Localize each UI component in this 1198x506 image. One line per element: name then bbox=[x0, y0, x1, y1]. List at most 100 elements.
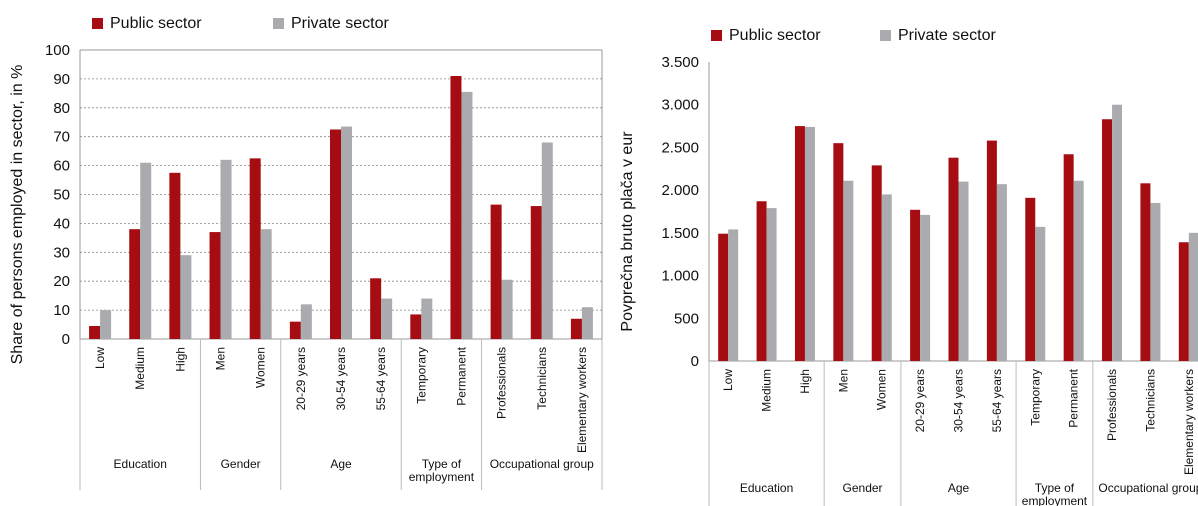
y-tick-label: 50 bbox=[53, 187, 70, 204]
bar-public-sector bbox=[1063, 154, 1074, 361]
bar-public-sector bbox=[450, 76, 462, 339]
group-label: Education bbox=[114, 457, 167, 471]
x-tick-label: Medium bbox=[133, 347, 147, 390]
y-tick-label: 0 bbox=[691, 353, 699, 370]
bar-public-sector bbox=[209, 232, 221, 339]
group-label: Gender bbox=[221, 457, 261, 471]
bar-public-sector bbox=[1140, 183, 1151, 361]
x-tick-label: Permanent bbox=[454, 346, 468, 405]
bar-private-sector bbox=[220, 159, 232, 339]
y-tick-label: 10 bbox=[53, 302, 70, 319]
x-tick-label: Professionals bbox=[495, 347, 509, 419]
legend-swatch-public bbox=[711, 30, 722, 41]
x-tick-label: Men bbox=[836, 369, 850, 392]
group-label: Type of employment bbox=[1022, 481, 1088, 506]
y-tick-label: 20 bbox=[53, 273, 70, 290]
bar-public-sector bbox=[1178, 242, 1189, 361]
bar-public-sector bbox=[129, 229, 141, 339]
bar-private-sector bbox=[1112, 104, 1123, 361]
bar-private-sector bbox=[421, 298, 433, 339]
x-tick-label: 20-29 years bbox=[294, 347, 308, 410]
bar-private-sector bbox=[728, 229, 739, 361]
y-tick-label: 2.500 bbox=[661, 139, 699, 156]
y-tick-label: 3.500 bbox=[661, 54, 699, 71]
bar-public-sector bbox=[718, 233, 729, 361]
group-label: Type of employment bbox=[409, 457, 475, 484]
y-tick-label: 1.500 bbox=[661, 225, 699, 242]
x-tick-label: 55-64 years bbox=[374, 347, 388, 410]
y-tick-label: 70 bbox=[53, 129, 70, 146]
x-tick-label: Temporary bbox=[1028, 369, 1042, 426]
y-tick-label: 30 bbox=[53, 244, 70, 261]
bar-public-sector bbox=[756, 201, 767, 361]
legend-swatch-private bbox=[273, 18, 284, 29]
legend-swatch-public bbox=[92, 18, 103, 29]
bar-public-sector bbox=[89, 325, 101, 339]
bar-private-sector bbox=[381, 298, 393, 339]
bar-private-sector bbox=[541, 142, 553, 339]
y-tick-label: 2.000 bbox=[661, 182, 699, 199]
x-tick-label: High bbox=[173, 347, 187, 372]
bar-public-sector bbox=[871, 165, 882, 361]
x-tick-label: Technicians bbox=[1143, 369, 1157, 432]
x-tick-label: 55-64 years bbox=[990, 369, 1004, 432]
bar-private-sector bbox=[140, 162, 152, 339]
bar-private-sector bbox=[581, 307, 593, 339]
bar-private-sector bbox=[501, 279, 513, 339]
x-tick-label: Temporary bbox=[414, 347, 428, 404]
x-tick-label: Women bbox=[254, 347, 268, 388]
bar-public-sector bbox=[794, 126, 805, 361]
x-tick-label: 30-54 years bbox=[952, 369, 966, 432]
legend-label-private: Private sector bbox=[898, 27, 996, 44]
bar-private-sector bbox=[843, 180, 854, 361]
x-tick-label: Permanent bbox=[1067, 368, 1081, 427]
x-tick-label: Low bbox=[721, 369, 735, 391]
right-chart: 0 500 1.000 1.500 2.000 2.500 3.000 3.500 Povpre… bbox=[619, 27, 1198, 506]
bar-public-sector bbox=[330, 129, 341, 339]
y-tick-label: 3.000 bbox=[661, 97, 699, 114]
x-tick-label: Low bbox=[93, 347, 107, 369]
bar-private-sector bbox=[766, 208, 777, 361]
bar-private-sector bbox=[804, 126, 815, 361]
group-label: Occupational group bbox=[490, 457, 594, 471]
y-tick-label: 0 bbox=[62, 331, 70, 348]
bar-private-sector bbox=[180, 255, 192, 339]
bar-public-sector bbox=[530, 206, 542, 339]
bar-public-sector bbox=[249, 158, 261, 339]
bar-private-sector bbox=[1035, 226, 1046, 361]
y-tick-label: 40 bbox=[53, 215, 70, 232]
x-tick-label: Professionals bbox=[1105, 369, 1119, 441]
x-tick-label: 20-29 years bbox=[913, 369, 927, 432]
x-tick-label: Technicians bbox=[535, 347, 549, 410]
bar-public-sector bbox=[986, 140, 997, 361]
x-tick-label: 30-54 years bbox=[334, 347, 348, 410]
bar-private-sector bbox=[1188, 232, 1198, 361]
y-tick-label: 1.000 bbox=[661, 268, 699, 285]
group-label: Gender bbox=[843, 481, 883, 495]
y-tick-label: 80 bbox=[53, 100, 70, 117]
bar-public-sector bbox=[910, 209, 921, 361]
legend-swatch-private bbox=[880, 30, 891, 41]
y-axis-label: Povprečna bruto plača v eur bbox=[619, 131, 636, 332]
bar-private-sector bbox=[958, 181, 969, 361]
bar-public-sector bbox=[833, 143, 844, 361]
bar-private-sector bbox=[1073, 180, 1084, 361]
y-tick-label: 100 bbox=[45, 42, 70, 59]
left-chart: 0 10 20 30 40 50 60 70 80 90 100 Share of persons e… bbox=[9, 15, 603, 490]
y-axis-label: Share of persons employed in sector, in … bbox=[9, 65, 26, 365]
group-label: Age bbox=[948, 481, 970, 495]
x-tick-label: Elementary workers bbox=[575, 347, 589, 453]
bar-private-sector bbox=[100, 310, 112, 339]
bar-public-sector bbox=[370, 278, 382, 339]
legend-label-public: Public sector bbox=[729, 27, 821, 44]
bar-public-sector bbox=[169, 172, 181, 339]
bar-public-sector bbox=[410, 314, 422, 339]
bar-private-sector bbox=[341, 126, 352, 340]
bar-public-sector bbox=[490, 204, 502, 339]
y-tick-label: 500 bbox=[674, 310, 699, 327]
y-tick-label: 90 bbox=[53, 71, 70, 88]
bar-private-sector bbox=[996, 184, 1007, 361]
bar-private-sector bbox=[461, 91, 473, 339]
legend-label-private: Private sector bbox=[291, 15, 389, 32]
